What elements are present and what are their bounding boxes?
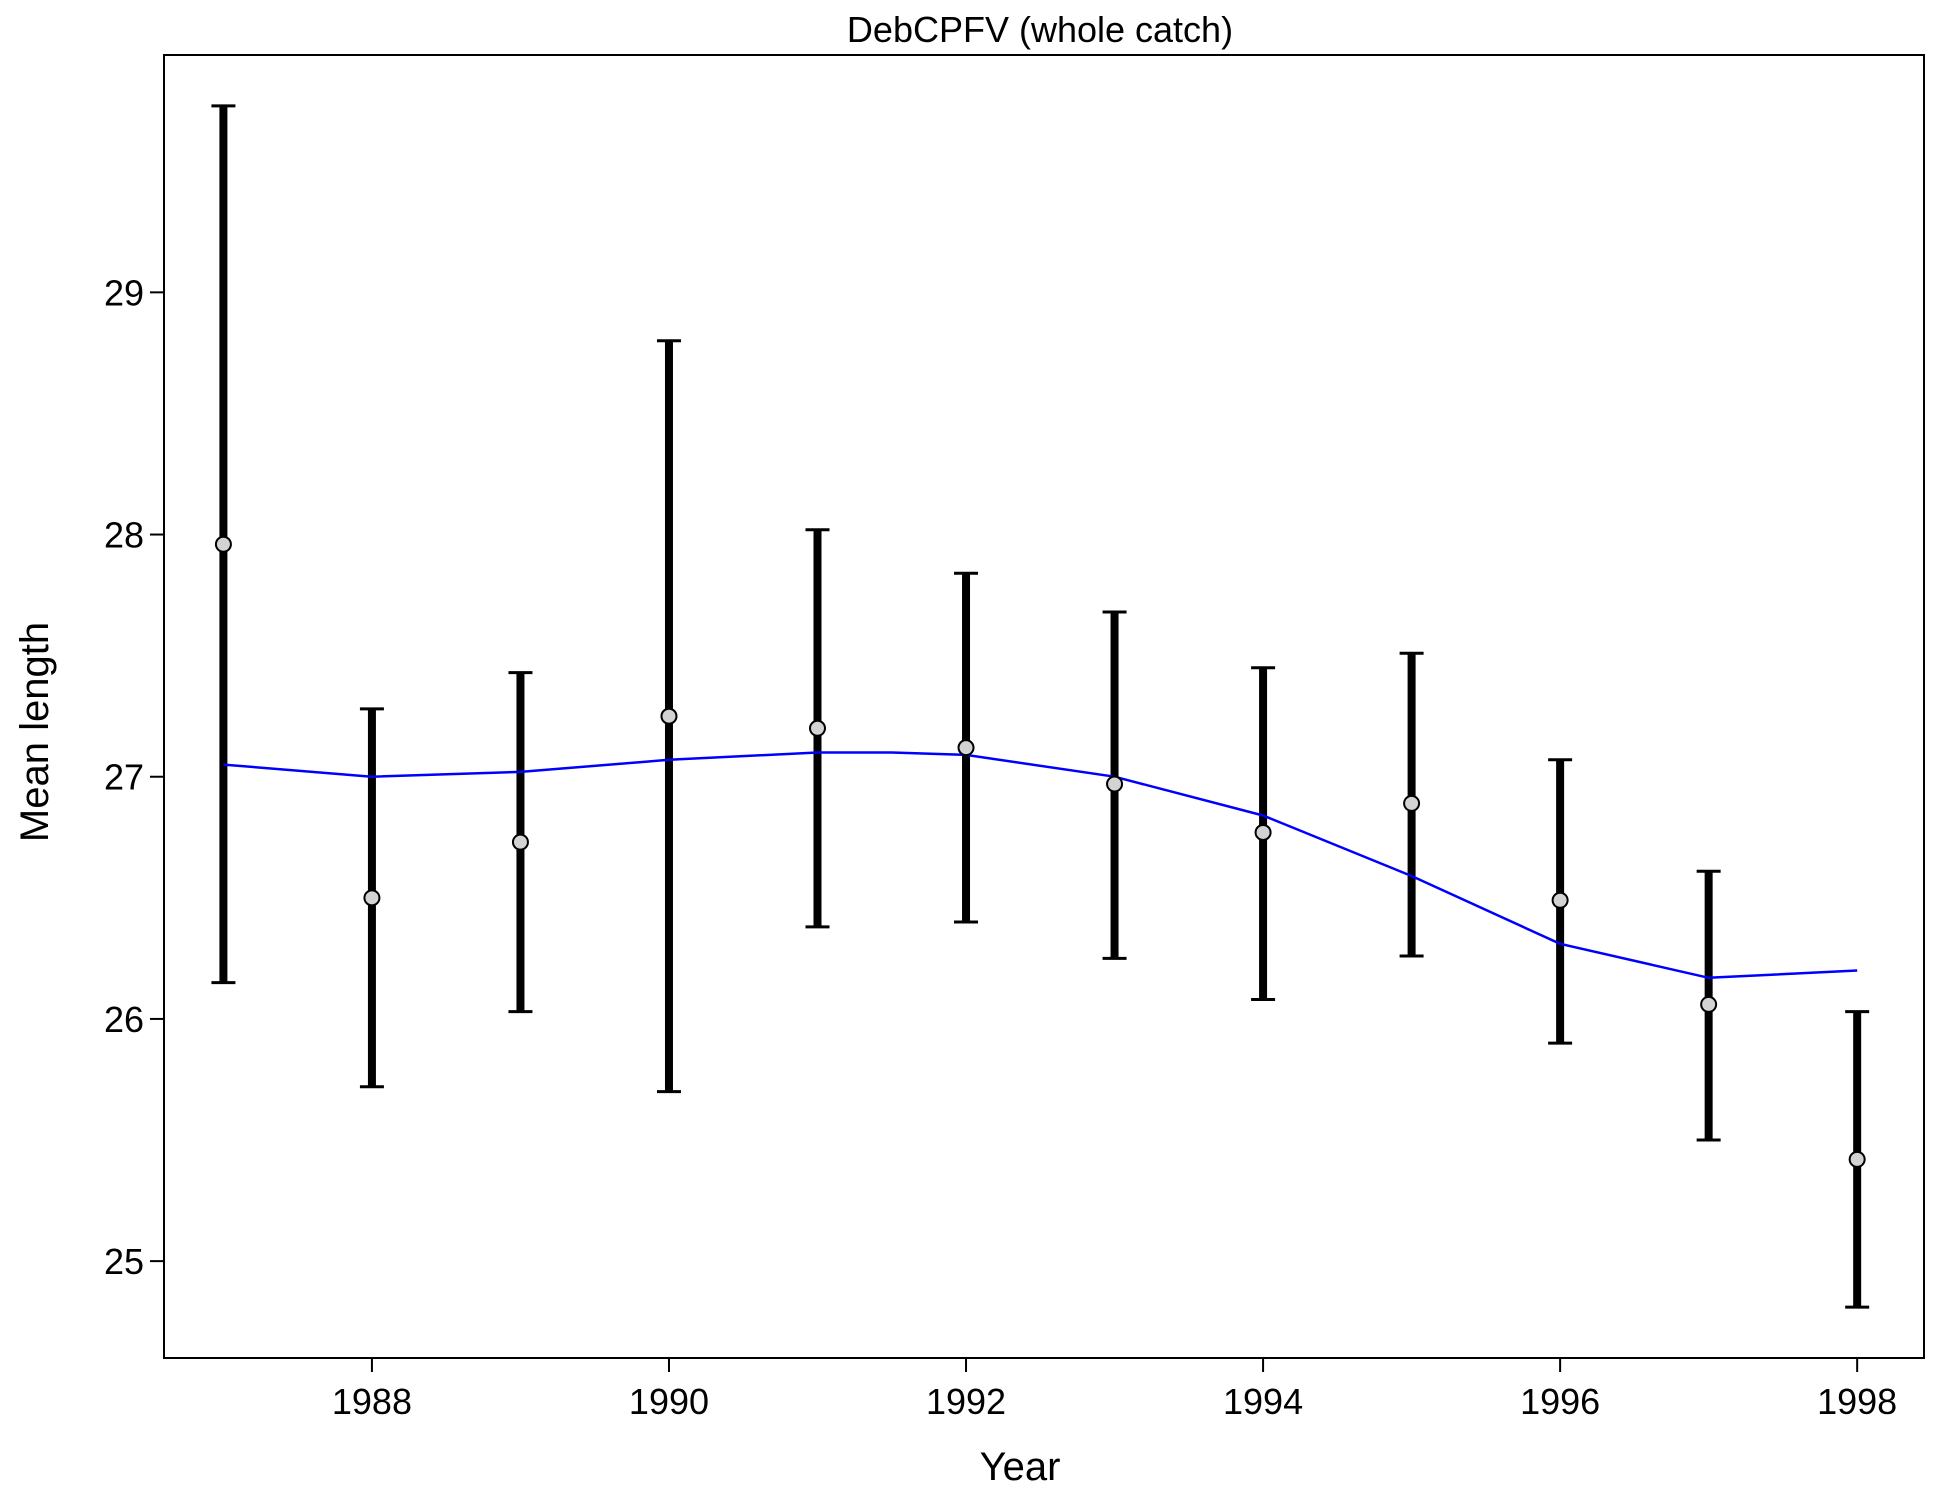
axes: 1988 1990 1992 1994 1996 1998 25 26 27 28 29 xyxy=(104,272,1897,1422)
data-point xyxy=(1848,1150,1866,1168)
fit-line-group xyxy=(223,751,1858,980)
data-point xyxy=(957,739,975,757)
y-tick-label: 26 xyxy=(104,999,144,1040)
data-point xyxy=(363,889,381,907)
x-tick-label: 1994 xyxy=(1223,1381,1303,1422)
data-points xyxy=(214,535,1866,1168)
data-point xyxy=(809,719,827,737)
error-bars xyxy=(211,104,1870,1309)
plot-frame xyxy=(163,54,1925,1359)
data-point xyxy=(511,833,529,851)
x-tick-label: 1988 xyxy=(332,1381,412,1422)
x-tick-label: 1998 xyxy=(1817,1381,1897,1422)
x-axis-label: Year xyxy=(980,1445,1061,1489)
data-point xyxy=(660,707,678,725)
y-tick-label: 25 xyxy=(104,1241,144,1282)
data-point xyxy=(214,535,232,553)
fit-line xyxy=(223,751,1858,980)
x-tick-label: 1996 xyxy=(1520,1381,1600,1422)
x-tick-label: 1990 xyxy=(629,1381,709,1422)
y-tick-label: 27 xyxy=(104,757,144,798)
data-point xyxy=(1551,891,1569,909)
y-tick-label: 28 xyxy=(104,515,144,556)
chart-title: DebCPFV (whole catch) xyxy=(847,9,1233,50)
y-tick-label: 29 xyxy=(104,272,144,313)
data-point xyxy=(1254,823,1272,841)
y-axis-label: Mean length xyxy=(13,622,57,842)
x-tick-label: 1992 xyxy=(926,1381,1006,1422)
data-point xyxy=(1700,995,1718,1013)
data-point xyxy=(1403,794,1421,812)
data-point xyxy=(1106,775,1124,793)
